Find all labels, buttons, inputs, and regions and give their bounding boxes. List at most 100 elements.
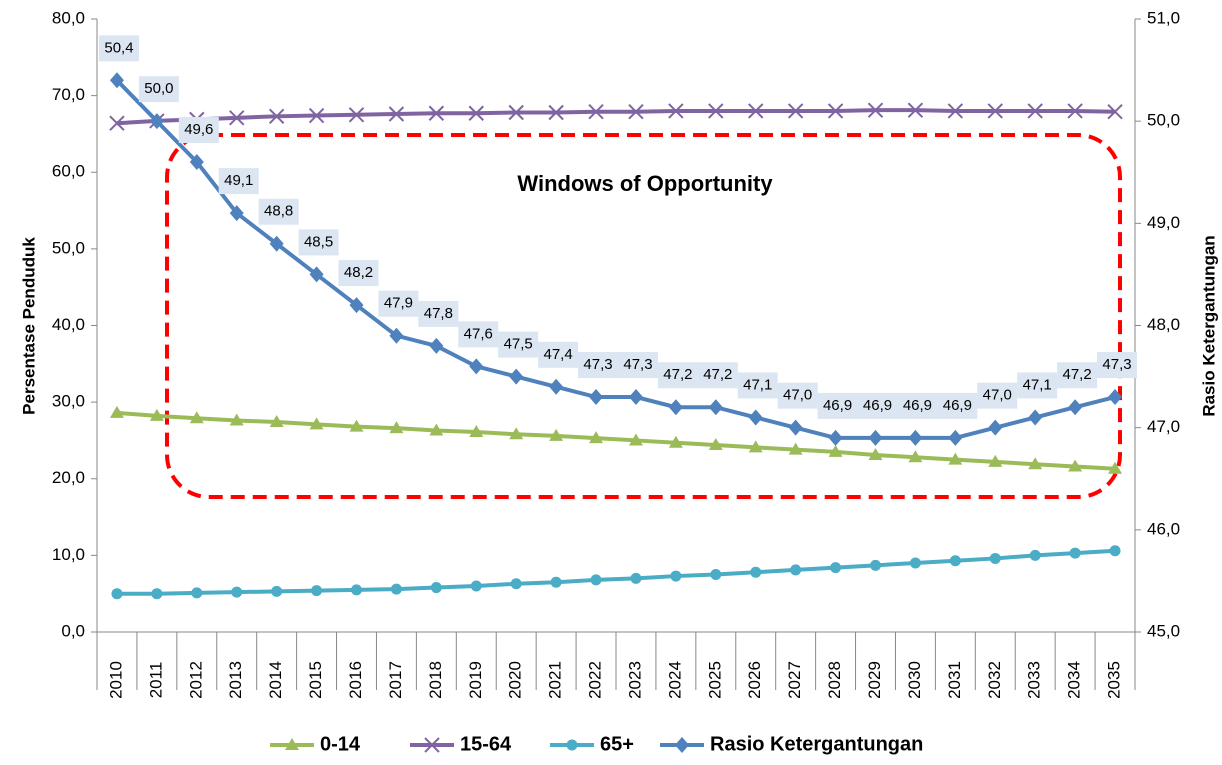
x-tick-label: 2020 <box>506 661 525 699</box>
point-marker <box>908 450 923 463</box>
data-label-box <box>817 392 858 419</box>
y2-tick-label: 47,0 <box>1147 417 1180 436</box>
point-marker <box>549 378 564 395</box>
point-marker <box>909 557 921 569</box>
point-marker <box>870 559 881 571</box>
point-marker <box>1029 549 1041 561</box>
point-marker <box>987 103 1003 119</box>
point-marker <box>908 429 923 446</box>
x-tick-label: 2035 <box>1105 661 1124 699</box>
point-marker <box>748 440 763 453</box>
point-marker <box>788 442 803 455</box>
data-label-box <box>378 290 419 317</box>
point-marker <box>668 399 683 416</box>
x-tick-label: 2013 <box>226 661 245 699</box>
data-label-box <box>458 321 499 348</box>
data-label-box <box>897 392 938 419</box>
point-marker <box>309 417 324 430</box>
y2-tick-label: 50,0 <box>1147 111 1180 130</box>
point-marker <box>867 102 884 118</box>
point-marker <box>1069 547 1081 559</box>
point-marker <box>630 572 642 584</box>
point-marker <box>268 108 285 125</box>
y2-tick-label: 46,0 <box>1147 519 1180 538</box>
data-label: 47,6 <box>464 325 493 342</box>
y-tick-label: 20,0 <box>52 468 85 487</box>
point-marker <box>229 205 244 222</box>
x-tick-label: 2016 <box>346 661 365 699</box>
data-label-box <box>697 362 738 389</box>
x-tick-label: 2015 <box>306 661 325 699</box>
point-marker <box>828 444 843 457</box>
legend-label: 0-14 <box>320 733 361 755</box>
y-tick-label: 50,0 <box>52 238 85 257</box>
legend-marker <box>424 737 440 753</box>
data-label-box <box>138 76 179 103</box>
y2-tick-label: 51,0 <box>1147 8 1180 27</box>
data-label-box <box>1017 372 1058 399</box>
point-marker <box>309 266 324 283</box>
point-marker <box>589 389 604 406</box>
point-marker <box>628 104 644 120</box>
point-marker <box>590 574 602 586</box>
point-marker <box>429 423 444 436</box>
series-line <box>116 548 1116 596</box>
point-marker <box>388 106 405 122</box>
legend-marker <box>566 739 578 751</box>
point-marker <box>269 415 284 428</box>
data-label-box <box>218 168 259 195</box>
point-marker <box>828 429 843 446</box>
y2-tick-label: 48,0 <box>1147 315 1180 334</box>
point-marker <box>509 368 524 385</box>
point-marker <box>868 447 883 460</box>
point-marker <box>1028 457 1043 470</box>
data-label-box <box>937 392 978 419</box>
y-tick-label: 0,0 <box>61 621 85 640</box>
data-label: 47,1 <box>1023 376 1052 393</box>
data-label-box <box>178 117 219 144</box>
point-marker <box>349 419 364 432</box>
point-marker <box>469 358 484 375</box>
x-tick-label: 2024 <box>665 661 684 699</box>
point-marker <box>827 103 844 119</box>
point-marker <box>229 413 244 426</box>
data-label-box <box>617 352 658 379</box>
point-marker <box>191 587 203 599</box>
series-line <box>116 108 1116 126</box>
point-marker <box>628 433 643 446</box>
y-tick-label: 10,0 <box>52 545 85 564</box>
point-marker <box>1067 103 1083 119</box>
data-label-box <box>777 382 818 409</box>
x-tick-label: 2023 <box>625 661 644 699</box>
point-marker <box>1028 409 1043 426</box>
data-label: 48,8 <box>264 203 293 220</box>
point-marker <box>670 570 682 582</box>
point-marker <box>509 427 524 440</box>
x-tick-label: 2022 <box>586 661 605 699</box>
point-marker <box>1108 461 1123 474</box>
point-marker <box>708 103 724 119</box>
point-marker <box>389 421 404 434</box>
data-label: 47,9 <box>384 295 413 312</box>
point-marker <box>349 297 364 314</box>
y-tick-label: 80,0 <box>52 8 85 27</box>
data-label-box <box>298 229 339 256</box>
point-marker <box>189 154 204 171</box>
point-marker <box>1068 459 1083 472</box>
point-marker <box>748 103 764 119</box>
point-marker <box>830 562 842 574</box>
x-tick-label: 2011 <box>146 662 165 699</box>
x-tick-label: 2028 <box>825 661 844 699</box>
data-label-box <box>418 300 459 327</box>
point-marker <box>988 419 1003 436</box>
point-marker <box>710 569 722 581</box>
point-marker <box>308 107 325 124</box>
point-marker <box>389 327 404 344</box>
point-marker <box>988 454 1003 467</box>
data-label-box <box>338 260 379 287</box>
point-marker <box>549 428 564 441</box>
point-marker <box>111 588 123 600</box>
point-marker <box>109 405 124 418</box>
